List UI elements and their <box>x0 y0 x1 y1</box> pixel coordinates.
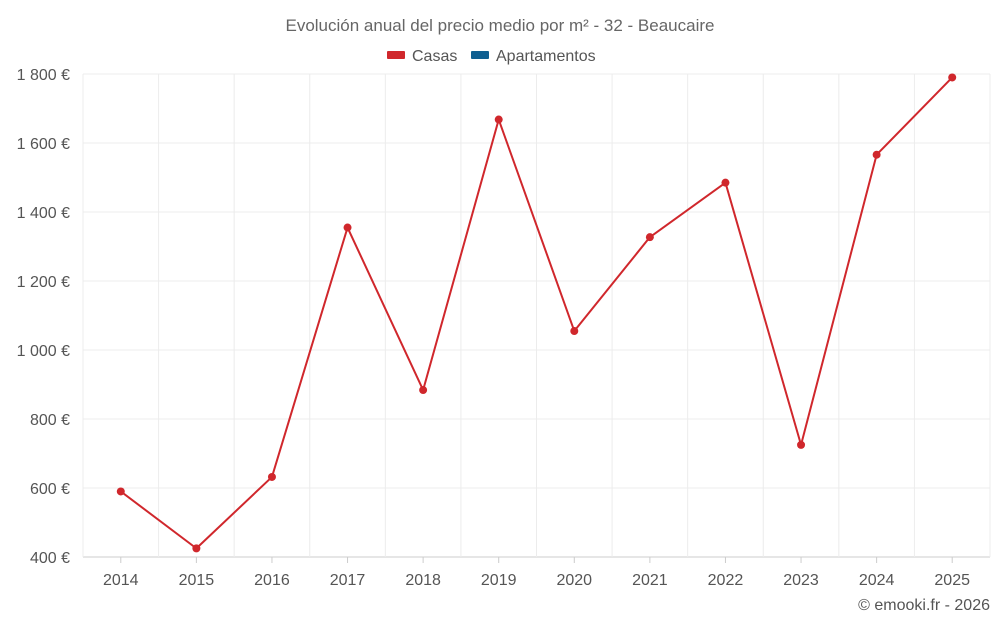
grid <box>82 73 991 558</box>
x-tick-label: 2018 <box>405 572 441 589</box>
legend[interactable]: Casas Apartamentos <box>387 48 596 65</box>
data-point[interactable] <box>494 115 503 124</box>
data-point[interactable] <box>948 73 957 82</box>
x-tick-label: 2024 <box>859 572 895 589</box>
credit-text: © emooki.fr - 2026 <box>858 597 990 614</box>
legend-item-apartamentos[interactable]: Apartamentos <box>471 48 596 65</box>
series-line-casas <box>120 76 953 550</box>
data-point[interactable] <box>797 440 806 449</box>
x-tick-label: 2020 <box>556 572 592 589</box>
data-point[interactable] <box>872 150 881 159</box>
series-layer <box>116 73 957 553</box>
x-tick-label: 2022 <box>708 572 744 589</box>
data-point[interactable] <box>645 233 654 242</box>
data-point[interactable] <box>116 487 125 496</box>
legend-item-casas[interactable]: Casas <box>387 48 457 65</box>
data-point[interactable] <box>192 544 201 553</box>
legend-swatch <box>471 51 489 59</box>
y-tick-label: 1 400 € <box>17 205 70 222</box>
data-point[interactable] <box>343 223 352 232</box>
y-tick-label: 1 200 € <box>17 274 70 291</box>
data-point[interactable] <box>570 327 579 336</box>
legend-label: Apartamentos <box>496 48 596 65</box>
x-tick-label: 2015 <box>179 572 215 589</box>
y-tick-label: 1 800 € <box>17 67 70 84</box>
x-tick-label: 2025 <box>934 572 970 589</box>
x-tick-label: 2017 <box>330 572 366 589</box>
y-axis: 400 € 600 € 800 € 1 000 € 1 200 € 1 400 € 1 60… <box>17 67 70 567</box>
chart-title: Evolución anual del precio medio por m² … <box>285 16 714 35</box>
legend-swatch <box>387 51 405 59</box>
y-tick-label: 800 € <box>30 412 70 429</box>
y-tick-label: 400 € <box>30 550 70 567</box>
x-tick-label: 2019 <box>481 572 517 589</box>
y-tick-label: 600 € <box>30 481 70 498</box>
x-tick-label: 2023 <box>783 572 819 589</box>
x-tick-label: 2014 <box>103 572 139 589</box>
x-tick-label: 2016 <box>254 572 290 589</box>
legend-label: Casas <box>412 48 457 65</box>
x-axis: 2014 2015 2016 2017 2018 2019 2020 2021 2022 2023… <box>103 557 970 589</box>
y-tick-label: 1 600 € <box>17 136 70 153</box>
data-point[interactable] <box>419 386 428 395</box>
x-tick-label: 2021 <box>632 572 668 589</box>
y-tick-label: 1 000 € <box>17 343 70 360</box>
data-point[interactable] <box>267 472 276 481</box>
data-point[interactable] <box>721 178 730 187</box>
